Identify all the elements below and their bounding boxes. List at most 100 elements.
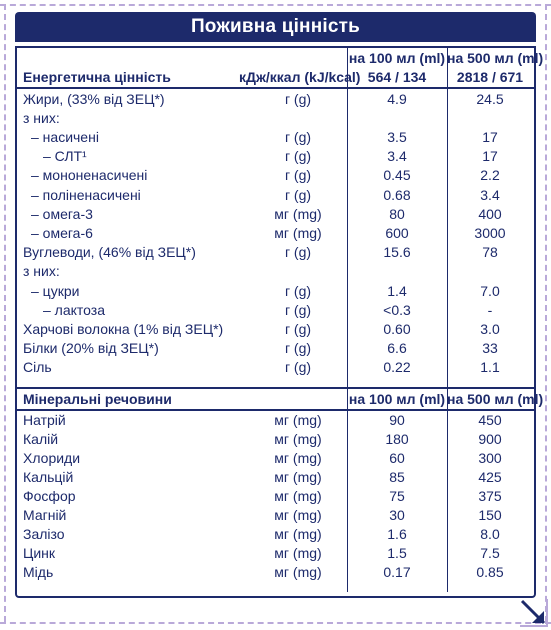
table-row: – СЛТ¹ г (g) 3.4 17	[17, 147, 534, 166]
row-label: – лактоза	[43, 301, 106, 318]
row-value-500: 24.5	[476, 90, 504, 107]
row-unit: мг (mg)	[274, 205, 322, 222]
column-divider	[447, 48, 448, 592]
row-value-100: 600	[385, 224, 409, 241]
row-label: – насичені	[31, 128, 99, 145]
row-value-500: 17	[482, 128, 498, 145]
row-value-500: 400	[478, 205, 502, 222]
row-value-100: 75	[389, 487, 405, 504]
minerals-header-row: Мінеральні речовини на 100 мл (ml) на 50…	[17, 387, 544, 411]
row-unit: мг (mg)	[274, 525, 322, 542]
row-value-500: -	[487, 301, 493, 318]
title-bar: Поживна цінність	[15, 12, 536, 42]
row-label: Фосфор	[23, 487, 76, 504]
row-value-100: 0.60	[383, 320, 411, 337]
row-value-100: 0.22	[383, 359, 411, 376]
table-row: Сіль г (g) 0.22 1.1	[17, 358, 534, 377]
row-unit: г (g)	[284, 282, 312, 299]
table-row: Харчові волокна (1% від ЗЕЦ*) г (g) 0.60 3.…	[17, 319, 534, 338]
row-value-500: 1.1	[480, 359, 500, 376]
row-value-500: 300	[478, 449, 502, 466]
row-value-500: 425	[478, 468, 502, 485]
row-label: – СЛТ¹	[43, 148, 87, 165]
row-unit: мг (mg)	[274, 506, 322, 523]
row-value-100: 0.68	[383, 186, 411, 203]
table-row: Калій мг (mg) 180 900	[17, 429, 534, 448]
row-label: Білки (20% від ЗЕЦ*)	[23, 340, 159, 357]
row-value-100: 6.6	[387, 340, 407, 357]
energy-row: Енергетична цінність кДж/ккал (kJ/kcal) …	[17, 67, 534, 89]
row-label: Вуглеводи, (46% від ЗЕЦ*)	[23, 244, 196, 261]
row-unit: г (g)	[284, 320, 312, 337]
row-unit: г (g)	[284, 340, 312, 357]
table-row: Кальцій мг (mg) 85 425	[17, 467, 534, 486]
table-row: Білки (20% від ЗЕЦ*) г (g) 6.6 33	[17, 339, 534, 358]
row-value-100: 80	[389, 205, 405, 222]
row-label: Магній	[23, 506, 67, 523]
row-unit: г (g)	[284, 148, 312, 165]
row-unit: мг (mg)	[274, 544, 322, 561]
row-value-100: <0.3	[383, 301, 411, 318]
row-label: з них:	[23, 109, 60, 126]
table-row: Жири, (33% від ЗЕЦ*) г (g) 4.9 24.5	[17, 89, 534, 108]
energy-value-500: 2818 / 671	[456, 69, 524, 85]
row-unit: г (g)	[284, 359, 312, 376]
row-unit: мг (mg)	[274, 487, 322, 504]
row-label: Калій	[23, 430, 59, 447]
row-value-500: 0.85	[476, 563, 504, 580]
row-unit: г (g)	[284, 301, 312, 318]
table-row: Вуглеводи, (46% від ЗЕЦ*) г (g) 15.6 78	[17, 243, 534, 262]
row-value-100: 0.45	[383, 167, 411, 184]
row-value-100: 60	[389, 449, 405, 466]
row-label: Мідь	[23, 563, 54, 580]
row-value-100: 1.4	[387, 282, 407, 299]
row-label: Кальцій	[23, 468, 74, 485]
table-row: з них:	[17, 262, 534, 281]
row-value-500: 900	[478, 430, 502, 447]
table-row: Хлориди мг (mg) 60 300	[17, 448, 534, 467]
table-row: Залізо мг (mg) 1.6 8.0	[17, 524, 534, 543]
energy-value-100: 564 / 134	[367, 69, 427, 85]
table-row: Магній мг (mg) 30 150	[17, 505, 534, 524]
minerals-header-per500: на 500 мл (ml)	[447, 391, 544, 407]
row-unit: мг (mg)	[274, 411, 322, 428]
row-value-500: 78	[482, 244, 498, 261]
row-value-100: 85	[389, 468, 405, 485]
row-value-100: 15.6	[383, 244, 411, 261]
table-row: з них:	[17, 108, 534, 127]
row-value-100: 1.5	[387, 544, 407, 561]
table-row: – омега-3 мг (mg) 80 400	[17, 204, 534, 223]
row-value-500: 375	[478, 487, 502, 504]
row-label: – омега-3	[31, 205, 93, 222]
row-value-500: 7.0	[480, 282, 500, 299]
table-row: – мононенасичені г (g) 0.45 2.2	[17, 166, 534, 185]
cut-line-right	[545, 4, 547, 622]
row-label: з них:	[23, 263, 60, 280]
row-value-500: 150	[478, 506, 502, 523]
row-unit: мг (mg)	[274, 430, 322, 447]
row-value-500: 450	[478, 411, 502, 428]
cut-line-left	[4, 4, 6, 622]
row-unit: г (g)	[284, 90, 312, 107]
table-row: Цинк мг (mg) 1.5 7.5	[17, 543, 534, 562]
row-value-100: 0.17	[383, 563, 411, 580]
row-value-100: 3.5	[387, 128, 407, 145]
row-value-500: 33	[482, 340, 498, 357]
row-value-500: 8.0	[480, 525, 500, 542]
nutrition-panel: Поживна цінність на 100 мл (ml) на 500 м…	[15, 12, 548, 627]
table-row: – насичені г (g) 3.5 17	[17, 127, 534, 146]
energy-label: Енергетична цінність	[23, 69, 171, 85]
row-value-500: 2.2	[480, 167, 500, 184]
corner-arrow-icon	[520, 599, 548, 627]
row-label: – омега-6	[31, 224, 93, 241]
row-unit: г (g)	[284, 128, 312, 145]
row-unit: мг (mg)	[274, 224, 322, 241]
column-divider	[347, 48, 348, 592]
row-label: – цукри	[31, 282, 80, 299]
table-row: – лактоза г (g) <0.3 -	[17, 300, 534, 319]
row-value-500: 3.0	[480, 320, 500, 337]
column-header-row: на 100 мл (ml) на 500 мл (ml)	[17, 49, 543, 67]
minerals-header-per100: на 100 мл (ml)	[348, 391, 446, 407]
row-label: – мононенасичені	[31, 167, 148, 184]
row-label: Натрій	[23, 411, 66, 428]
